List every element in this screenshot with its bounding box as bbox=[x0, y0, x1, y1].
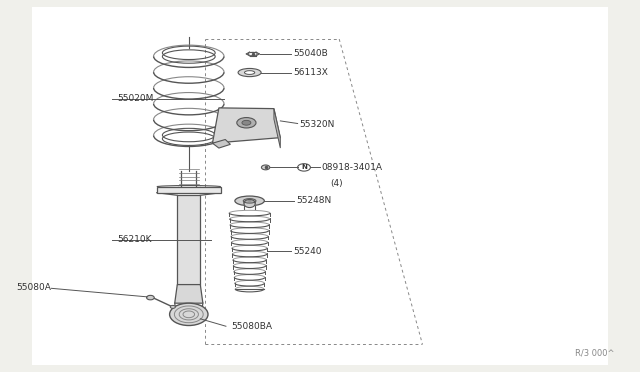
Ellipse shape bbox=[248, 200, 252, 202]
Polygon shape bbox=[212, 108, 280, 143]
Ellipse shape bbox=[170, 305, 175, 308]
Text: 55020M: 55020M bbox=[117, 94, 154, 103]
Ellipse shape bbox=[235, 196, 264, 206]
Text: R/3 000^: R/3 000^ bbox=[575, 348, 614, 357]
FancyBboxPatch shape bbox=[157, 187, 221, 193]
Text: 55248N: 55248N bbox=[296, 196, 332, 205]
Polygon shape bbox=[212, 140, 230, 148]
Bar bbox=[177, 195, 200, 285]
Text: 55040B: 55040B bbox=[293, 49, 328, 58]
Ellipse shape bbox=[170, 303, 208, 326]
Ellipse shape bbox=[244, 199, 255, 208]
Polygon shape bbox=[274, 109, 280, 148]
Text: N: N bbox=[301, 164, 307, 170]
Ellipse shape bbox=[243, 199, 256, 203]
Text: 08918-3401A: 08918-3401A bbox=[321, 163, 382, 172]
Ellipse shape bbox=[238, 68, 261, 77]
Text: 55080BA: 55080BA bbox=[231, 323, 272, 331]
Text: 56210K: 56210K bbox=[117, 235, 152, 244]
Text: 55240: 55240 bbox=[293, 247, 322, 256]
Ellipse shape bbox=[237, 118, 256, 128]
Text: 55320N: 55320N bbox=[300, 120, 335, 129]
Text: (4): (4) bbox=[330, 179, 343, 187]
Ellipse shape bbox=[261, 165, 270, 170]
Polygon shape bbox=[175, 285, 203, 303]
Ellipse shape bbox=[147, 295, 154, 300]
Text: 56113X: 56113X bbox=[293, 68, 328, 77]
Text: 55080A: 55080A bbox=[16, 283, 51, 292]
Ellipse shape bbox=[242, 120, 251, 125]
Ellipse shape bbox=[244, 71, 255, 74]
